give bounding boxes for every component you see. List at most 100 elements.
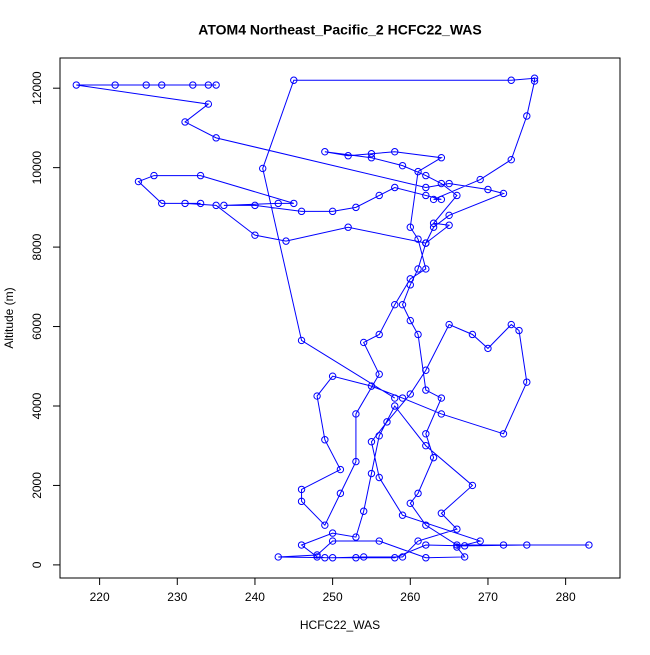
data-point — [391, 394, 399, 402]
data-point — [414, 330, 422, 339]
data-line — [76, 77, 589, 559]
data-point — [72, 81, 81, 89]
x-tick-label: 270 — [478, 590, 498, 604]
data-point — [414, 167, 422, 176]
data-point — [422, 191, 430, 200]
y-tick-label: 6000 — [30, 313, 44, 340]
data-point — [352, 203, 360, 212]
data-point — [476, 175, 484, 184]
data-point — [321, 521, 329, 529]
x-tick-label: 280 — [556, 590, 576, 604]
data-point — [251, 231, 259, 239]
data-point — [181, 118, 189, 126]
data-point — [429, 223, 438, 231]
data-point — [367, 438, 376, 446]
data-point — [445, 211, 453, 220]
x-axis-label: HCFC22_WAS — [300, 618, 380, 632]
data-point — [328, 372, 337, 380]
data-point — [422, 521, 430, 529]
data-point — [375, 432, 383, 440]
data-point — [274, 553, 282, 561]
data-point — [507, 320, 515, 329]
data-point — [468, 481, 477, 490]
data-point — [297, 497, 306, 506]
y-tick-label: 8000 — [30, 233, 44, 260]
x-tick-label: 230 — [167, 590, 187, 604]
data-point — [189, 81, 197, 89]
data-point — [398, 161, 407, 170]
data-point — [212, 81, 220, 89]
data-point — [290, 199, 298, 208]
data-point — [220, 201, 228, 210]
data-point — [530, 77, 539, 85]
data-point — [375, 191, 383, 200]
data-point — [336, 489, 345, 498]
data-point — [297, 207, 306, 216]
data-point — [336, 465, 345, 474]
data-point — [111, 81, 119, 89]
chart-title: ATOM4 Northeast_Pacific_2 HCFC22_WAS — [198, 22, 481, 38]
data-point — [313, 551, 321, 559]
data-point — [523, 378, 531, 386]
data-point — [352, 457, 360, 466]
data-point — [321, 436, 329, 444]
data-point — [507, 155, 515, 164]
data-point — [437, 195, 446, 204]
data-point — [344, 152, 352, 160]
data-point — [297, 336, 306, 345]
data-point — [476, 537, 484, 545]
y-axis-label: Altitude (m) — [2, 287, 16, 348]
data-point — [196, 199, 205, 208]
data-point — [359, 507, 368, 515]
data-point — [359, 338, 368, 347]
data-point — [453, 543, 461, 551]
data-point — [422, 554, 430, 562]
data-point — [134, 177, 143, 186]
data-point — [328, 529, 337, 537]
data-point — [391, 183, 399, 192]
data-point — [406, 316, 414, 325]
data-point — [585, 541, 593, 549]
data-point — [375, 330, 383, 339]
data-point — [212, 134, 220, 142]
data-point — [212, 201, 220, 210]
data-point — [290, 76, 298, 84]
data-point — [437, 154, 446, 162]
data-point — [367, 469, 376, 478]
data-point — [391, 300, 399, 309]
data-point — [398, 553, 407, 561]
x-tick-label: 240 — [245, 590, 265, 604]
plot-box — [59, 57, 621, 579]
data-point — [499, 430, 508, 438]
data-point — [282, 237, 290, 245]
data-point — [274, 199, 282, 208]
data-point — [437, 410, 446, 418]
data-point — [251, 201, 259, 210]
data-point — [328, 537, 337, 545]
data-point — [391, 148, 399, 156]
y-tick-label: 0 — [30, 561, 44, 568]
data-point — [328, 207, 337, 216]
data-point — [367, 154, 376, 162]
data-point — [313, 553, 321, 561]
data-point — [515, 326, 523, 335]
data-point — [321, 554, 329, 562]
data-point — [375, 370, 383, 378]
data-point — [422, 430, 430, 438]
data-point — [391, 554, 399, 562]
y-tick-label: 2000 — [30, 472, 44, 499]
data-point — [406, 390, 414, 398]
data-point — [391, 402, 399, 410]
data-point — [460, 542, 469, 550]
data-point — [453, 541, 461, 549]
data-point — [437, 179, 446, 188]
data-point — [422, 171, 430, 180]
data-point — [398, 511, 407, 519]
data-point — [422, 183, 430, 192]
data-point — [359, 553, 368, 561]
data-point — [406, 275, 414, 283]
y-tick-label: 4000 — [30, 392, 44, 419]
data-point — [181, 199, 189, 208]
data-point — [383, 418, 391, 426]
data-point — [453, 191, 461, 200]
